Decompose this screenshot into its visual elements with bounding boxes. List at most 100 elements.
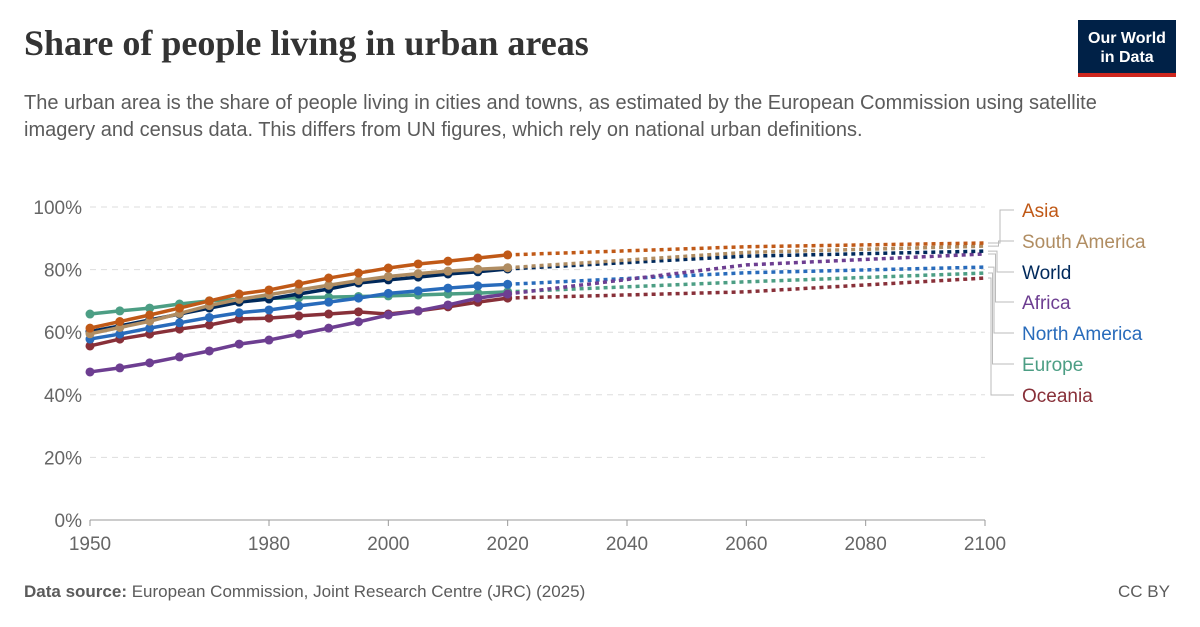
projection-line-asia — [507, 241, 986, 257]
data-point — [503, 289, 513, 299]
data-point — [145, 323, 155, 333]
legend-label-world[interactable]: World — [1022, 263, 1071, 284]
legend-label-south-america[interactable]: South America — [1022, 232, 1146, 253]
data-point — [115, 329, 125, 339]
data-point — [115, 363, 125, 373]
data-point — [234, 314, 244, 324]
label-connector — [988, 277, 1014, 396]
data-point — [324, 309, 334, 319]
y-tick-label: 20% — [44, 448, 82, 469]
data-point — [473, 264, 483, 274]
legend-label-europe[interactable]: Europe — [1022, 355, 1083, 376]
data-point — [175, 324, 184, 334]
data-point — [354, 268, 363, 278]
data-point — [354, 276, 363, 286]
label-connector — [988, 253, 1014, 303]
data-point — [413, 269, 423, 279]
data-point — [324, 323, 334, 333]
legend-label-asia[interactable]: Asia — [1022, 201, 1059, 222]
data-point — [473, 293, 483, 303]
data-point — [503, 279, 513, 289]
x-tick-label: 2020 — [487, 534, 529, 555]
legend-label-oceania[interactable]: Oceania — [1022, 386, 1093, 407]
data-point — [413, 306, 423, 316]
data-point — [294, 279, 304, 289]
data-point — [473, 253, 483, 263]
data-source: Data source: European Commission, Joint … — [24, 582, 585, 602]
data-point — [175, 318, 184, 328]
y-tick-label: 60% — [44, 323, 82, 344]
data-point — [473, 281, 483, 291]
data-point — [145, 303, 155, 313]
y-tick-label: 100% — [33, 198, 82, 219]
y-tick-label: 0% — [55, 511, 83, 532]
data-point — [443, 256, 453, 266]
x-tick-label: 2100 — [964, 534, 1006, 555]
projection-line-europe — [507, 271, 986, 294]
data-point — [85, 341, 95, 351]
data-point — [383, 310, 393, 320]
x-tick-label: 2080 — [845, 534, 887, 555]
data-point — [115, 306, 125, 316]
data-point — [85, 323, 95, 333]
data-point — [204, 320, 214, 330]
x-tick-label: 2060 — [725, 534, 767, 555]
label-connector — [988, 272, 1014, 365]
data-point — [264, 313, 274, 323]
data-point — [443, 266, 453, 276]
chart-subtitle: The urban area is the share of people li… — [24, 92, 1097, 141]
legend-label-africa[interactable]: Africa — [1022, 293, 1071, 314]
data-point — [443, 283, 453, 293]
data-point — [204, 312, 214, 322]
x-tick-label: 1980 — [248, 534, 290, 555]
data-point — [443, 300, 453, 310]
data-point — [383, 263, 393, 273]
data-point — [175, 352, 184, 362]
x-tick-label: 1950 — [69, 534, 111, 555]
data-point — [294, 329, 304, 339]
data-point — [204, 296, 214, 306]
label-connector — [988, 209, 1014, 244]
data-point — [85, 367, 95, 377]
data-point — [383, 288, 393, 298]
x-tick-label: 2000 — [367, 534, 409, 555]
data-point — [324, 273, 334, 283]
data-point — [204, 346, 214, 356]
data-point — [115, 317, 125, 327]
data-point — [294, 301, 304, 311]
data-point — [413, 259, 423, 269]
data-point — [175, 303, 184, 313]
license[interactable]: CC BY — [1118, 582, 1170, 601]
data-point — [85, 309, 95, 319]
label-connector — [988, 250, 1014, 273]
data-point — [354, 293, 363, 303]
legend-label-north-america[interactable]: North America — [1022, 324, 1143, 345]
data-point — [413, 286, 423, 296]
data-point — [264, 285, 274, 295]
projection-line-africa — [507, 252, 986, 296]
data-point — [145, 316, 155, 326]
data-point — [324, 280, 334, 290]
data-point — [264, 335, 274, 345]
y-tick-label: 40% — [44, 386, 82, 407]
data-point — [503, 250, 513, 260]
data-point — [354, 307, 363, 317]
data-point — [383, 271, 393, 281]
data-point — [234, 308, 244, 318]
source-text[interactable]: European Commission, Joint Research Cent… — [131, 582, 586, 601]
label-connector — [988, 266, 1014, 334]
data-point — [264, 305, 274, 315]
chart-title: Share of people living in urban areas — [24, 23, 589, 63]
data-point — [234, 339, 244, 349]
data-point — [234, 289, 244, 299]
x-tick-label: 2040 — [606, 534, 648, 555]
owid-logo[interactable]: Our World in Data — [1078, 20, 1176, 77]
data-point — [145, 358, 155, 368]
data-point — [145, 310, 155, 320]
projection-line-oceania — [507, 276, 986, 300]
data-point — [324, 297, 334, 307]
data-point — [503, 263, 513, 273]
label-connector — [988, 240, 1014, 247]
data-point — [354, 317, 363, 327]
